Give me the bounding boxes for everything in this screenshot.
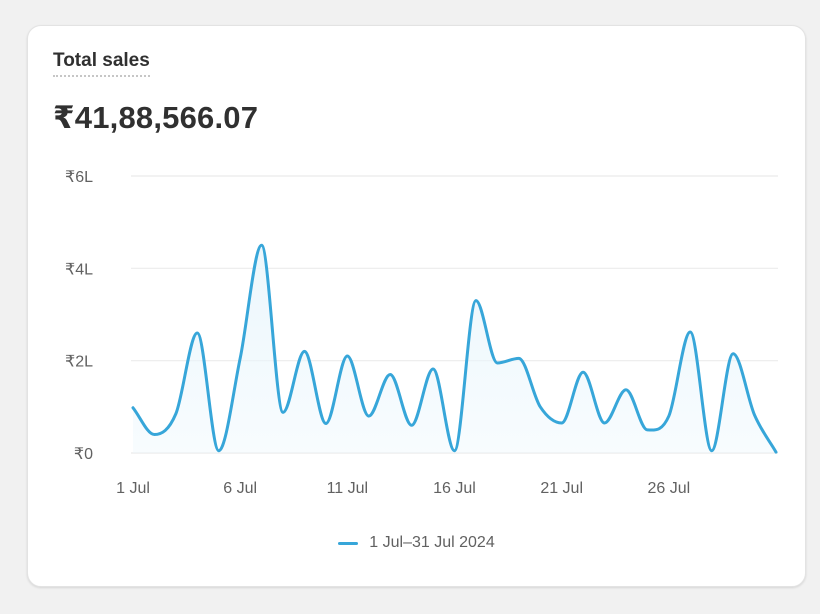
x-axis-ticks: 1 Jul 6 Jul 11 Jul 16 Jul 21 Jul 26 Jul bbox=[116, 480, 690, 497]
chart-legend[interactable]: 1 Jul–31 Jul 2024 bbox=[28, 534, 805, 552]
y-axis-ticks: ₹0 ₹2L ₹4L ₹6L bbox=[65, 169, 93, 463]
x-tick-label: 1 Jul bbox=[116, 480, 150, 497]
x-tick-label: 16 Jul bbox=[433, 480, 476, 497]
y-tick-label: ₹2L bbox=[65, 354, 93, 371]
x-tick-label: 21 Jul bbox=[540, 480, 583, 497]
series-line[interactable] bbox=[131, 243, 778, 454]
y-tick-label: ₹4L bbox=[65, 261, 93, 278]
y-tick-label: ₹0 bbox=[74, 446, 93, 463]
x-tick-label: 11 Jul bbox=[327, 480, 369, 497]
series-area bbox=[133, 245, 776, 453]
x-tick-label: 26 Jul bbox=[647, 480, 690, 497]
y-tick-label: ₹6L bbox=[65, 169, 93, 186]
legend-swatch bbox=[338, 541, 359, 545]
x-tick-label: 6 Jul bbox=[223, 480, 257, 497]
total-sales-value: ₹41,88,566.07 bbox=[53, 100, 259, 135]
legend-label: 1 Jul–31 Jul 2024 bbox=[369, 534, 495, 551]
sales-line-chart: ₹0 ₹2L ₹4L ₹6L 1 Jul 6 Jul 11 Jul 16 Jul 21 Jul… bbox=[65, 169, 778, 497]
total-sales-card: Total sales ₹41,88,566.07 ₹0 ₹2L ₹4L ₹6L 1 … bbox=[27, 25, 806, 587]
card-title[interactable]: Total sales bbox=[53, 50, 150, 77]
